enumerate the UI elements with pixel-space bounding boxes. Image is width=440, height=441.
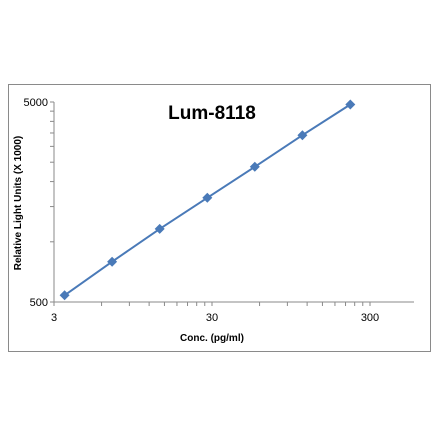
x-axis-title: Conc. (pg/ml) bbox=[180, 333, 244, 344]
data-point bbox=[59, 290, 70, 301]
y-tick-label: 500 bbox=[30, 297, 48, 309]
data-point bbox=[297, 130, 308, 141]
data-point bbox=[345, 99, 356, 110]
chart-svg: Lum-8118 3 30 300 500 5000 Conc. (pg/ml) Rel… bbox=[13, 97, 414, 344]
data-point bbox=[154, 223, 165, 234]
y-axis-title: Relative Light Units (X 1000) bbox=[13, 136, 24, 270]
data-point bbox=[107, 256, 118, 267]
data-point bbox=[202, 192, 213, 203]
chart-title: Lum-8118 bbox=[168, 103, 256, 124]
data-point bbox=[249, 161, 260, 172]
x-tick-label: 30 bbox=[206, 312, 218, 324]
x-tick-label: 3 bbox=[51, 312, 57, 324]
chart-frame: Lum-8118 3 30 300 500 5000 Conc. (pg/ml) Rel… bbox=[8, 84, 431, 352]
x-tick-label: 300 bbox=[361, 312, 379, 324]
y-tick-label: 5000 bbox=[24, 97, 48, 109]
